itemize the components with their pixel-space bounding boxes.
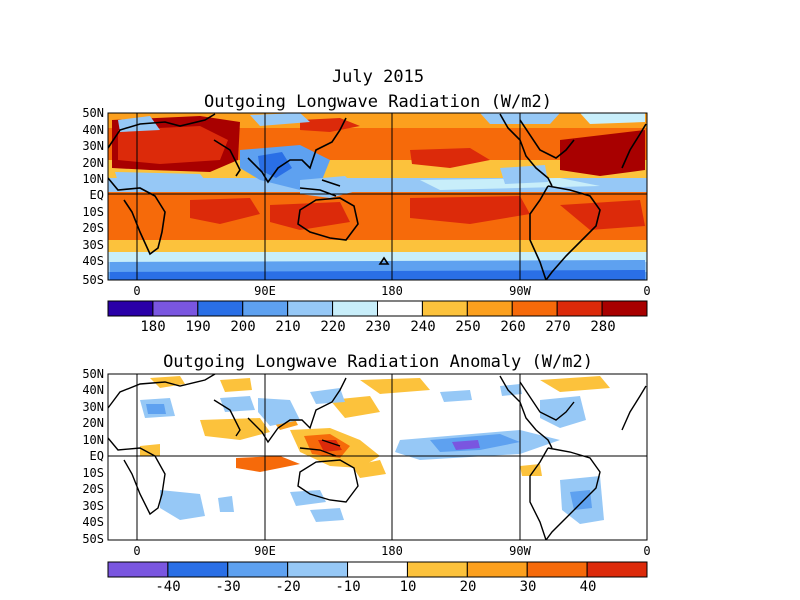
bottom-lat-label: 20S xyxy=(82,482,104,496)
top-lat-label: 30N xyxy=(82,139,104,153)
top-colorbar-label: 220 xyxy=(320,319,345,335)
top-lat-label: 50N xyxy=(82,106,104,120)
bottom-lon-label: 180 xyxy=(381,544,403,558)
top-colorbar-swatch xyxy=(377,300,423,317)
top-colorbar-swatch xyxy=(197,300,244,317)
top-colorbar-swatch xyxy=(511,300,558,317)
top-lon-label: 0 xyxy=(643,284,650,298)
top-colorbar-label: 210 xyxy=(275,319,300,335)
top-colorbar-swatch xyxy=(287,300,334,317)
top-colorbar xyxy=(107,300,648,317)
top-colorbar-label: 260 xyxy=(500,319,525,335)
bottom-colorbar-label: -40 xyxy=(155,579,180,595)
bottom-lon-label: 0 xyxy=(133,544,140,558)
top-colorbar-label: 280 xyxy=(590,319,615,335)
top-lat-label: 20S xyxy=(82,221,104,235)
top-colorbar-labels: 180 190 200 210 220 230 240 250 260 270 … xyxy=(140,319,615,335)
bottom-lat-label: 50N xyxy=(82,367,104,381)
top-colorbar-swatch xyxy=(556,300,603,317)
top-lat-label: EQ xyxy=(90,188,104,202)
top-lon-label: 90W xyxy=(509,284,531,298)
bottom-lat-label: EQ xyxy=(90,449,104,463)
top-lat-label: 30S xyxy=(82,238,104,252)
bottom-colorbar-swatch xyxy=(406,561,468,578)
bottom-colorbar-label: 20 xyxy=(460,579,477,595)
bottom-lon-label: 0 xyxy=(643,544,650,558)
top-lon-axis: 0 90E 180 90W 0 xyxy=(133,284,650,298)
bottom-lat-label: 30S xyxy=(82,499,104,513)
top-lon-label: 180 xyxy=(381,284,403,298)
bottom-colorbar-label: 40 xyxy=(580,579,597,595)
bottom-colorbar-label: -20 xyxy=(275,579,300,595)
top-colorbar-swatch xyxy=(152,300,199,317)
bottom-colorbar-swatch xyxy=(466,561,528,578)
bottom-lon-label: 90W xyxy=(509,544,531,558)
bottom-colorbar-swatch xyxy=(586,561,648,578)
bottom-colorbar-swatch xyxy=(347,561,408,578)
top-lat-label: 10N xyxy=(82,172,104,186)
top-colorbar-label: 250 xyxy=(455,319,480,335)
bottom-lat-label: 20N xyxy=(82,416,104,430)
bottom-lat-label: 40S xyxy=(82,515,104,529)
top-colorbar-label: 240 xyxy=(410,319,435,335)
top-colorbar-label: 190 xyxy=(185,319,210,335)
bottom-colorbar xyxy=(107,561,648,578)
bottom-title: Outgoing Longwave Radiation Anomaly (W/m… xyxy=(163,352,593,372)
bottom-lat-label: 10N xyxy=(82,433,104,447)
bottom-colorbar-swatch xyxy=(227,561,289,578)
top-title-date: July 2015 xyxy=(332,67,424,87)
top-colorbar-swatch xyxy=(242,300,289,317)
bottom-colorbar-swatch xyxy=(526,561,588,578)
bottom-colorbar-swatch xyxy=(107,561,169,578)
bottom-lat-label: 10S xyxy=(82,466,104,480)
top-map xyxy=(108,113,647,280)
top-colorbar-swatch xyxy=(332,300,378,317)
top-lat-label: 50S xyxy=(82,273,104,287)
bottom-map xyxy=(108,374,647,540)
bottom-colorbar-label: -10 xyxy=(335,579,360,595)
bottom-lat-label: 40N xyxy=(82,383,104,397)
top-colorbar-swatch xyxy=(107,300,154,317)
top-lon-label: 0 xyxy=(133,284,140,298)
top-frame xyxy=(107,112,648,281)
top-colorbar-swatch xyxy=(601,300,648,317)
bottom-colorbar-swatch xyxy=(167,561,229,578)
bottom-lon-axis: 0 90E 180 90W 0 xyxy=(133,544,650,558)
bottom-colorbar-label: 10 xyxy=(400,579,417,595)
top-colorbar-label: 230 xyxy=(365,319,390,335)
top-lat-label: 10S xyxy=(82,205,104,219)
top-lat-label: 40S xyxy=(82,254,104,268)
bottom-colorbar-label: 30 xyxy=(520,579,537,595)
bottom-lat-axis: 50N 40N 30N 20N 10N EQ 10S 20S 30S 40S 5… xyxy=(82,367,104,546)
bottom-lat-label: 30N xyxy=(82,400,104,414)
top-colorbar-label: 180 xyxy=(140,319,165,335)
top-title: Outgoing Longwave Radiation (W/m2) xyxy=(204,92,552,112)
top-colorbar-label: 200 xyxy=(230,319,255,335)
top-lat-axis: 50N 40N 30N 20N 10N EQ 10S 20S 30S 40S 5… xyxy=(82,106,104,287)
top-lat-label: 40N xyxy=(82,123,104,137)
bottom-colorbar-label: -30 xyxy=(215,579,240,595)
bottom-frame xyxy=(107,373,648,541)
top-lat-label: 20N xyxy=(82,156,104,170)
top-colorbar-swatch xyxy=(421,300,468,317)
bottom-colorbar-labels: -40 -30 -20 -10 10 20 30 40 xyxy=(155,579,596,595)
top-lon-label: 90E xyxy=(254,284,276,298)
bottom-colorbar-swatch xyxy=(287,561,349,578)
top-colorbar-swatch xyxy=(466,300,513,317)
bottom-lon-label: 90E xyxy=(254,544,276,558)
top-colorbar-label: 270 xyxy=(545,319,570,335)
bottom-lat-label: 50S xyxy=(82,532,104,546)
bottom-coastlines xyxy=(108,374,647,540)
